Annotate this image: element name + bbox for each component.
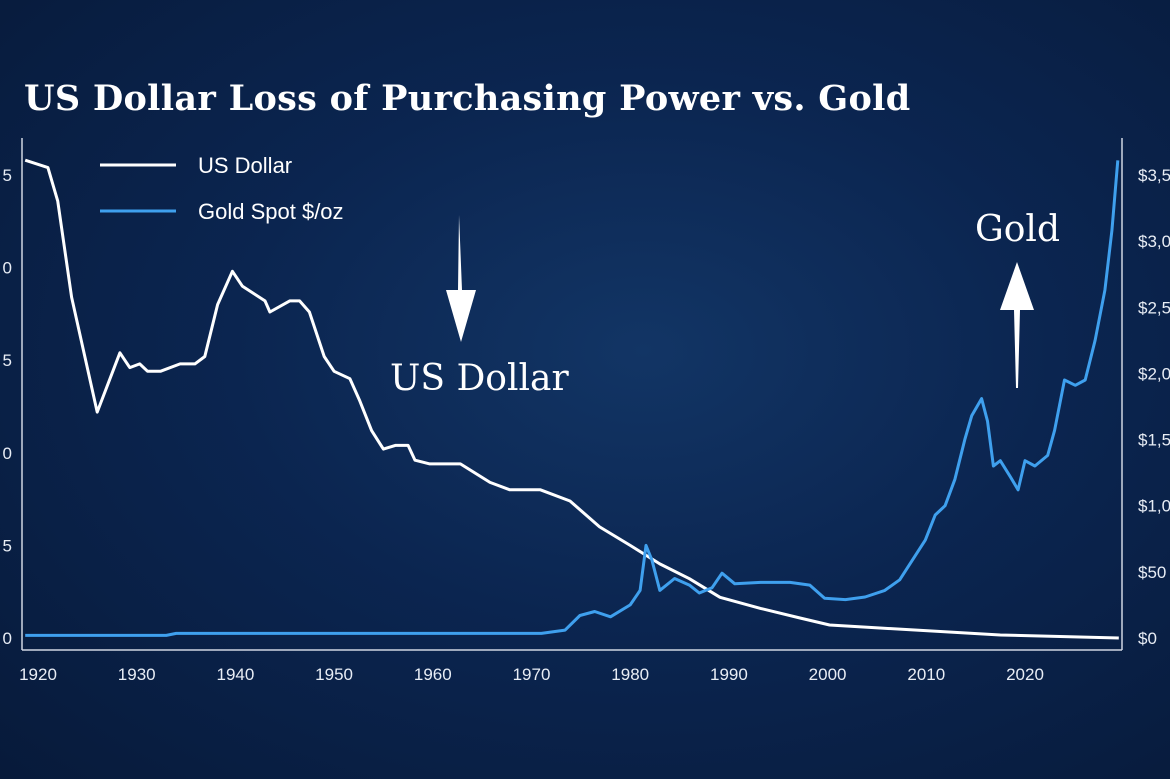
annotation-gold: Gold [975, 209, 1060, 250]
left-y-tick-label: 0 [3, 259, 12, 278]
legend: US Dollar Gold Spot $/oz [100, 153, 344, 224]
series-line-gold [25, 160, 1120, 637]
down-arrow-icon [446, 215, 476, 342]
left-y-tick-label: 5 [3, 166, 12, 185]
legend-label: Gold Spot $/oz [198, 199, 344, 224]
right-y-tick-label: $0 [1138, 629, 1157, 648]
series-line-us-dollar [24, 158, 1119, 640]
x-tick-label: 1930 [118, 665, 156, 684]
left-y-tick-label: 0 [3, 629, 12, 648]
annotations: US Dollar Gold [390, 209, 1060, 399]
right-y-tick-label: $50 [1138, 563, 1166, 582]
annotation-us-dollar: US Dollar [390, 358, 569, 399]
right-y-tick-label: $3,0 [1138, 232, 1170, 251]
left-y-tick-label: 0 [3, 444, 12, 463]
x-tick-label: 1950 [315, 665, 353, 684]
x-tick-label: 1990 [710, 665, 748, 684]
x-tick-label: 1920 [19, 665, 57, 684]
x-tick-label: 1970 [513, 665, 551, 684]
x-tick-label: 2000 [809, 665, 847, 684]
left-y-tick-label: 5 [3, 351, 12, 370]
right-y-tick-label: $3,5 [1138, 166, 1170, 185]
x-tick-label: 1980 [611, 665, 649, 684]
x-tick-label: 2010 [907, 665, 945, 684]
left-y-tick-label: 5 [3, 536, 12, 555]
right-y-tick-label: $2,5 [1138, 298, 1170, 317]
right-y-tick-label: $1,0 [1138, 497, 1170, 516]
right-y-tick-label: $2,0 [1138, 364, 1170, 383]
legend-label: US Dollar [198, 153, 292, 178]
x-tick-label: 1960 [414, 665, 452, 684]
right-y-tick-label: $1,5 [1138, 431, 1170, 450]
plot-frame [21, 138, 1123, 651]
x-tick-label: 2020 [1006, 665, 1044, 684]
x-tick-label: 1940 [216, 665, 254, 684]
chart-title: US Dollar Loss of Purchasing Power vs. G… [24, 78, 911, 119]
up-arrow-icon [1000, 262, 1034, 388]
